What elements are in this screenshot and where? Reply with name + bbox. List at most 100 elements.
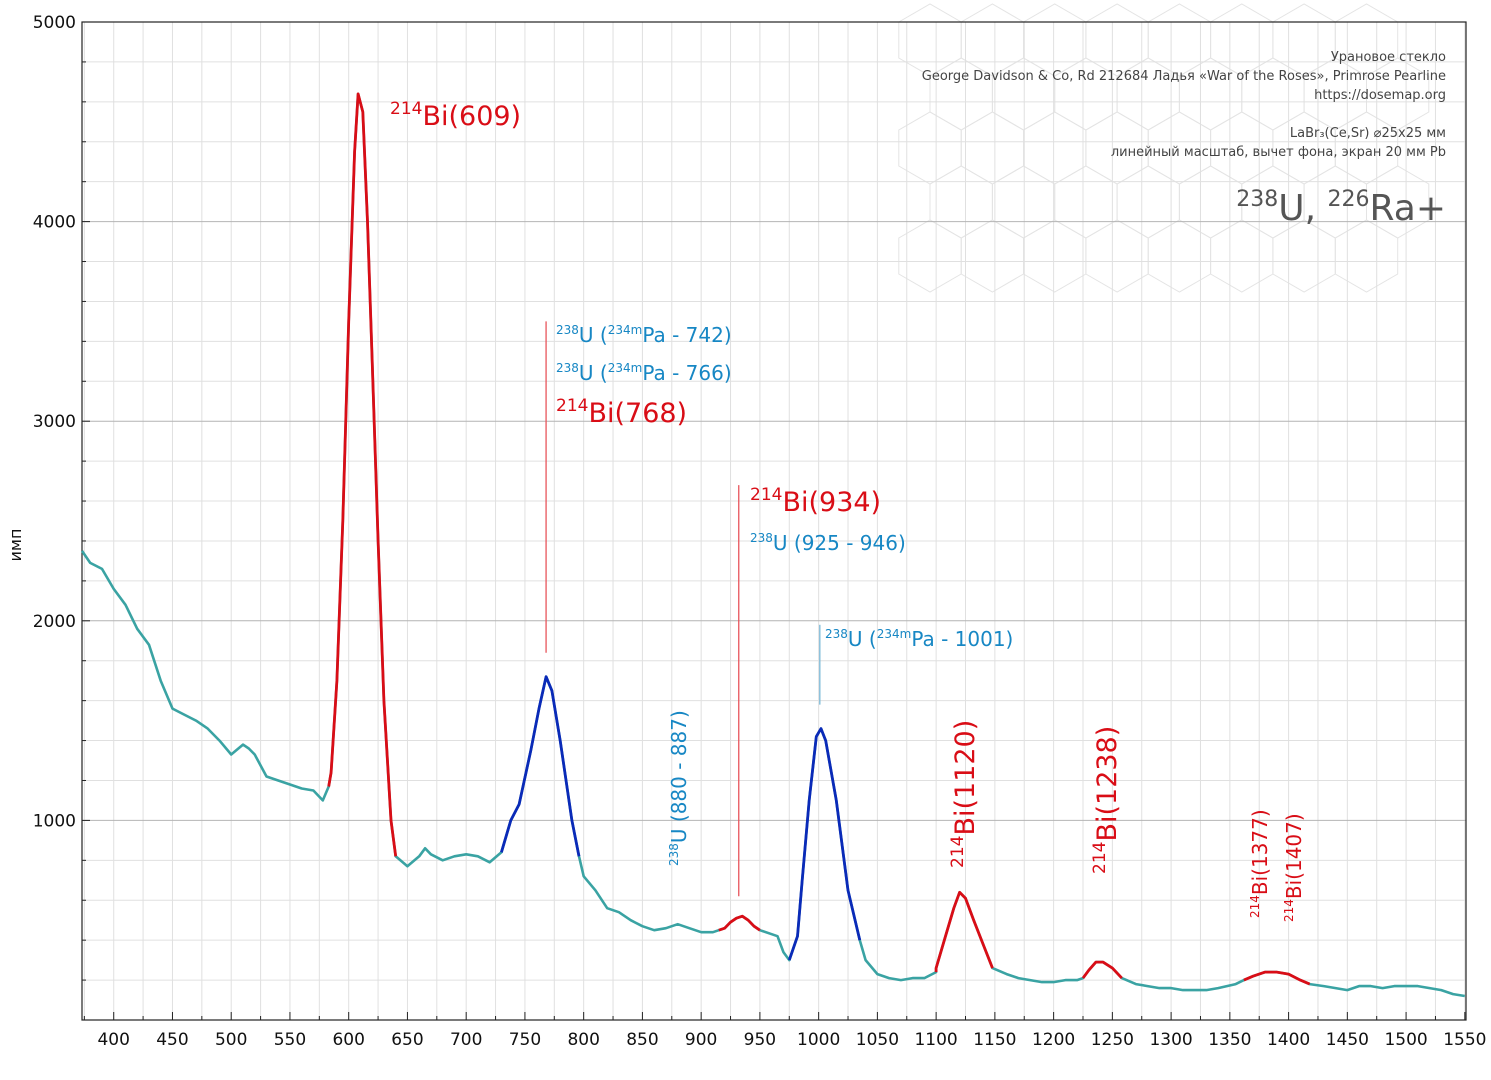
- peak-label-text: Bi(1238): [1092, 726, 1123, 842]
- x-tick-label: 1050: [856, 1030, 899, 1050]
- y-axis-tick-labels: 1000 2000 3000 4000 5000: [33, 13, 76, 831]
- info-line-2: George Davidson & Co, Rd 212684 Ладья «W…: [922, 69, 1446, 84]
- peak-label: 214Bi(1238): [1090, 726, 1123, 874]
- isotope-title-main-1: U,: [1278, 188, 1327, 229]
- x-tick-label: 650: [391, 1030, 423, 1050]
- hexagon-shape: [898, 219, 962, 293]
- peak-label-text: U (: [579, 361, 608, 385]
- peak-label-sup: 214: [1248, 895, 1262, 918]
- info-line-4: LaBr₃(Ce,Sr) ⌀25x25 мм: [1290, 126, 1446, 141]
- peak-label-text: U (925 - 946): [773, 531, 906, 555]
- peak-label-text: U (: [848, 627, 877, 651]
- peak-label: 214Bi(934): [750, 485, 881, 518]
- hexagon-shape: [1085, 219, 1149, 293]
- x-tick-label: 1300: [1149, 1030, 1192, 1050]
- peak-label-text: Pa - 742): [642, 323, 731, 347]
- x-tick-label: 850: [626, 1030, 658, 1050]
- hexagon-shape: [960, 111, 1024, 185]
- x-tick-label: 1550: [1443, 1030, 1486, 1050]
- peak-label: 238U (234mPa - 742): [556, 323, 732, 347]
- peak-label-sup: 234m: [608, 361, 643, 375]
- hexagon-shape: [898, 3, 962, 77]
- hexagon-shape: [1023, 219, 1087, 293]
- bismuth-peak-segment: [718, 914, 761, 932]
- peak-label: 238U (925 - 946): [750, 531, 906, 555]
- x-axis-tick-labels: 400 450 500 550 600 650 700 750 800 850 900 950 1000…: [97, 1030, 1486, 1050]
- isotope-title-sup-2: 226: [1328, 187, 1370, 212]
- hexagon-shape: [1023, 111, 1087, 185]
- hexagon-shape: [1147, 3, 1212, 77]
- x-tick-label: 500: [215, 1030, 247, 1050]
- axis-ticks: [82, 21, 1466, 1020]
- hexagon-shape: [1054, 165, 1118, 239]
- y-tick-label: 5000: [33, 13, 76, 33]
- x-tick-label: 1100: [914, 1030, 957, 1050]
- uranium-peak-segment: [500, 675, 581, 857]
- peak-label-sup: 238: [750, 531, 773, 545]
- x-tick-label: 1250: [1091, 1030, 1134, 1050]
- hexagon-shape: [1147, 219, 1212, 293]
- peak-annotations: 214Bi(609)238U (234mPa - 742)238U (234mP…: [390, 99, 1306, 922]
- info-block: Урановое стекло George Davidson & Co, Rd…: [922, 50, 1446, 229]
- peak-label-sup: 238: [825, 627, 848, 641]
- hexagon-shape: [1334, 219, 1399, 293]
- hexagon-shape: [1116, 165, 1180, 239]
- peak-label-sup: 214: [948, 836, 968, 868]
- hexagon-shape: [1334, 3, 1399, 77]
- peak-label: 214Bi(768): [556, 396, 687, 429]
- hexagon-shape: [1272, 219, 1336, 293]
- peak-marker-lines: [545, 321, 821, 897]
- isotope-title-sup-1: 238: [1236, 187, 1278, 212]
- x-tick-label: 1200: [1032, 1030, 1075, 1050]
- peak-label: 214Bi(1377): [1248, 809, 1272, 918]
- x-tick-label: 1000: [797, 1030, 840, 1050]
- hexagon-shape: [1023, 3, 1087, 77]
- peak-label-sup: 214: [1282, 899, 1296, 922]
- x-tick-label: 400: [97, 1030, 129, 1050]
- bismuth-peak-segment: [934, 890, 994, 973]
- x-tick-label: 450: [156, 1030, 188, 1050]
- y-tick-label: 1000: [33, 811, 76, 831]
- info-line-5: линейный масштаб, вычет фона, экран 20 м…: [1111, 145, 1446, 160]
- peak-label: 214Bi(1120): [948, 720, 981, 868]
- peak-label-text: Bi(1377): [1248, 809, 1272, 895]
- x-tick-label: 1500: [1384, 1030, 1427, 1050]
- x-tick-label: 900: [685, 1030, 717, 1050]
- hexagon-shape: [960, 3, 1024, 77]
- hexagon-shape: [929, 165, 993, 239]
- bismuth-peak-segment: [327, 92, 398, 857]
- spectrum-series: [80, 92, 1466, 998]
- hexagon-shape: [1210, 219, 1274, 293]
- x-tick-label: 750: [509, 1030, 541, 1050]
- x-tick-label: 1450: [1326, 1030, 1369, 1050]
- peak-label-sup: 234m: [877, 627, 912, 641]
- hexagon-shape: [991, 165, 1056, 239]
- isotope-title-main-2: Ra+: [1370, 188, 1446, 229]
- peak-label-sup: 214: [1090, 842, 1110, 874]
- hexagon-shape: [1178, 165, 1243, 239]
- peak-label-text: U (: [579, 323, 608, 347]
- bismuth-peak-segment: [1081, 960, 1123, 980]
- peak-label-text: Pa - 766): [642, 361, 731, 385]
- hexagon-shape: [898, 111, 962, 185]
- hexagon-shape: [1085, 3, 1149, 77]
- peak-label-sup: 238: [556, 323, 579, 337]
- peak-label-sup: 238: [556, 361, 579, 375]
- peak-label-sup: 214: [750, 485, 782, 505]
- peak-label: 238U (234mPa - 1001): [825, 627, 1013, 651]
- uranium-peak-segment: [787, 727, 862, 961]
- peak-label: 238U (234mPa - 766): [556, 361, 732, 385]
- hexagon-shape: [1210, 3, 1274, 77]
- hexagon-shape: [1272, 3, 1336, 77]
- peak-label-sup: 238: [667, 843, 681, 866]
- peak-label-sup: 234m: [608, 323, 643, 337]
- peak-label-text: Bi(768): [588, 398, 687, 429]
- info-line-3: https://dosemap.org: [1314, 88, 1446, 103]
- x-tick-label: 550: [274, 1030, 306, 1050]
- plot-frame: [81, 21, 1467, 1021]
- x-tick-label: 800: [567, 1030, 599, 1050]
- peak-label: 214Bi(609): [390, 99, 521, 132]
- isotope-title: 238U, 226Ra+: [1236, 187, 1446, 229]
- info-line-1: Урановое стекло: [1331, 50, 1446, 65]
- x-tick-label: 1400: [1267, 1030, 1310, 1050]
